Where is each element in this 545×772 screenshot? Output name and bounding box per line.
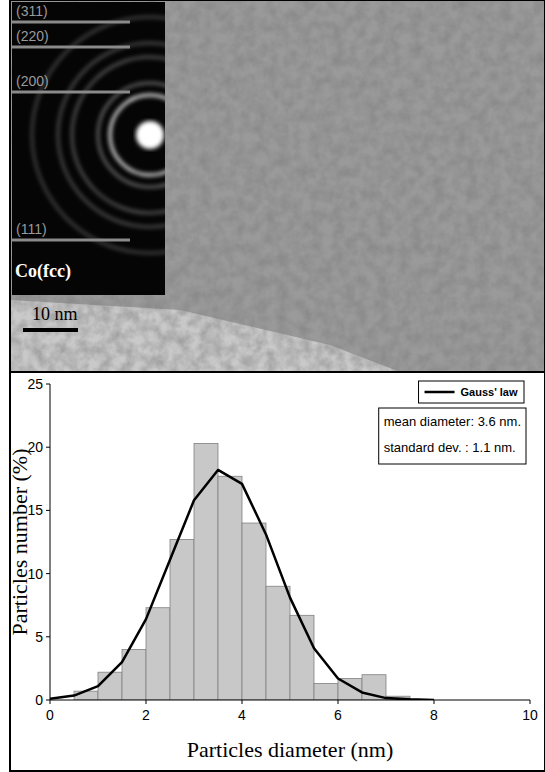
x-tick	[50, 700, 51, 704]
scale-bar	[23, 328, 78, 332]
tem-background	[10, 0, 545, 372]
histogram-bar	[98, 672, 122, 700]
histogram-bar	[194, 443, 218, 700]
plot-area	[50, 443, 434, 700]
x-tick-label: 8	[430, 707, 438, 723]
y-axis	[50, 384, 51, 700]
x-tick	[530, 700, 531, 704]
y-tick	[46, 447, 50, 448]
diffraction-ring	[58, 43, 165, 227]
reflection-label: (111)	[16, 221, 47, 237]
x-tick	[338, 700, 339, 704]
x-tick-label: 6	[334, 707, 342, 723]
inset-background	[12, 2, 165, 295]
legend-box	[419, 381, 524, 403]
histogram-bar	[146, 608, 170, 700]
y-tick-label: 5	[35, 629, 43, 645]
phase-label: Co(fcc)	[15, 261, 71, 282]
annotation-text: mean diameter: 3.6 nm.	[384, 414, 521, 429]
y-tick	[46, 700, 50, 701]
diffraction-ring	[32, 17, 165, 253]
y-tick	[46, 636, 50, 637]
histogram-bar	[170, 539, 194, 700]
legend: Gauss' law	[419, 381, 524, 403]
x-axis-title: Particles diameter (nm)	[187, 737, 393, 762]
reflection-line	[12, 46, 130, 49]
micrograph	[10, 0, 545, 372]
x-tick-label: 2	[142, 707, 150, 723]
annotation-text: standard dev. : 1.1 nm.	[384, 440, 516, 455]
legend-label: Gauss' law	[461, 386, 518, 398]
reflection-label: (311)	[16, 3, 48, 19]
central-spot	[136, 121, 164, 149]
reflection-line	[12, 239, 130, 242]
histogram-bar	[242, 523, 266, 700]
legend-swatch	[425, 391, 455, 394]
histogram-bar	[266, 586, 290, 700]
tem-texture	[10, 0, 545, 372]
histogram-bar	[290, 615, 314, 700]
tem-frame	[10, 0, 545, 372]
annotation: mean diameter: 3.6 nm. standard dev. : 1.…	[379, 408, 526, 464]
reflection-line	[12, 91, 130, 94]
histogram-bar	[218, 476, 242, 700]
y-tick	[46, 573, 50, 574]
scale-bar-label: 10 nm	[32, 304, 78, 324]
y-axis-title: Particles number (%)	[7, 449, 32, 636]
x-tick-label: 4	[238, 707, 246, 723]
x-tick	[434, 700, 435, 704]
diffraction-ring	[72, 57, 165, 213]
x-tick-label: 0	[46, 707, 54, 723]
y-tick	[46, 384, 50, 385]
histogram-bar	[74, 691, 98, 700]
diffraction-ring	[98, 83, 165, 187]
x-axis	[50, 700, 530, 701]
chart-frame	[10, 372, 545, 771]
y-tick-label: 25	[27, 376, 43, 392]
x-tick-label: 10	[522, 707, 538, 723]
reflection-line	[12, 21, 130, 24]
x-tick	[146, 700, 147, 704]
figure: (311)(220)(200)(111)Co(fcc)10 nm05101520…	[0, 0, 545, 772]
gauss-curve	[50, 470, 434, 700]
y-tick-label: 0	[35, 692, 43, 708]
x-tick	[242, 700, 243, 704]
histogram-bar	[314, 684, 338, 700]
reflection-label: (200)	[16, 73, 49, 89]
y-tick	[46, 510, 50, 511]
diffraction-inset	[12, 2, 165, 295]
diffraction-ring	[110, 95, 165, 175]
reflection-label: (220)	[16, 28, 49, 44]
annotation-box	[379, 408, 526, 464]
